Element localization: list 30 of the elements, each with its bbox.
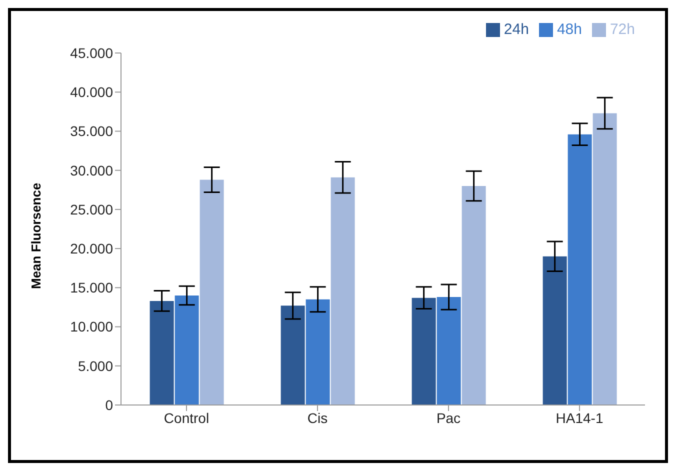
- bar: [592, 113, 617, 405]
- bar: [150, 300, 174, 405]
- bar: [280, 306, 305, 405]
- y-tick-label: 35.000: [70, 123, 114, 140]
- bar: [568, 134, 592, 405]
- y-tick-label: 5.000: [78, 358, 114, 374]
- y-tick-label: 15.000: [70, 280, 114, 296]
- x-tick-label: Cis: [307, 410, 328, 426]
- legend-label: 72h: [610, 21, 635, 38]
- bar: [174, 295, 199, 405]
- x-tick-label: Control: [164, 410, 210, 426]
- bar: [542, 256, 567, 405]
- legend-label: 24h: [504, 21, 529, 38]
- bar: [306, 299, 330, 405]
- y-tick-label: 40.000: [70, 84, 114, 100]
- bar: [436, 297, 461, 405]
- bar: [462, 186, 486, 405]
- bar: [330, 177, 355, 405]
- y-tick-label: 25.000: [70, 201, 114, 218]
- y-axis-title: Mean Fluorsence: [28, 182, 44, 289]
- bar: [200, 180, 224, 405]
- y-tick-label: 20.000: [70, 240, 114, 257]
- legend-label: 48h: [556, 21, 582, 38]
- x-tick-label: HA14-1: [556, 410, 604, 426]
- y-tick-label: 0: [105, 396, 114, 413]
- x-tick-label: Pac: [436, 410, 461, 426]
- y-tick-label: 45.000: [70, 44, 114, 61]
- y-tick-label: 30.000: [70, 162, 114, 178]
- bar: [412, 298, 436, 405]
- y-tick-label: 10.000: [70, 318, 114, 335]
